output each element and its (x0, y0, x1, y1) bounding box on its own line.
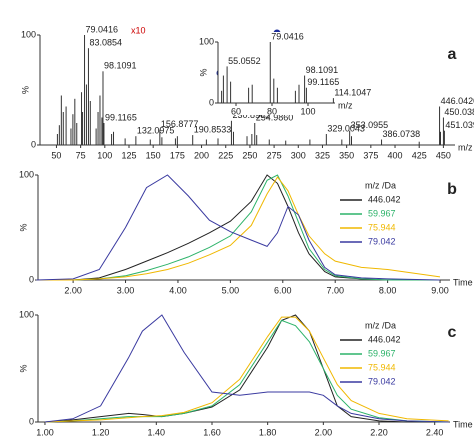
peak-label: 79.0416 (86, 24, 119, 34)
x-tick-label: 8.00 (379, 285, 397, 295)
x-tick-label: 175 (170, 150, 185, 160)
x-axis-label: m/z (458, 142, 473, 152)
series-line (44, 314, 449, 423)
peak-label: 55.0552 (228, 56, 261, 66)
y-tick-label: 100 (199, 36, 214, 46)
peak-label: 386.0738 (383, 129, 421, 139)
y-tick-label: 0 (29, 416, 34, 426)
panel-letter: b (447, 181, 457, 198)
inset-background (218, 32, 347, 115)
x-tick-label: 5.00 (222, 285, 240, 295)
x-tick-label: 3.00 (117, 285, 135, 295)
x-tick-label: 6.00 (274, 285, 292, 295)
x-tick-label: 2.20 (370, 427, 388, 437)
series-line (36, 174, 441, 281)
peak-label: 99.1165 (105, 112, 137, 122)
x-tick-label: 1.60 (203, 427, 221, 437)
x-tick-label: 75 (76, 150, 86, 160)
legend-label: 59.967 (368, 348, 396, 358)
x-tick-label: 1.80 (259, 427, 277, 437)
x-tick-label: 9.00 (431, 285, 449, 295)
series-line (44, 316, 449, 423)
peak-label: 450.0381 (444, 107, 474, 117)
x-tick-label: 60 (231, 106, 241, 116)
x-tick-label: 4.00 (169, 285, 187, 295)
x-axis-label: Time (453, 419, 473, 429)
x-tick-label: 375 (363, 150, 378, 160)
peak-label: 98.1091 (306, 65, 339, 75)
x-tick-label: 7.00 (326, 285, 344, 295)
legend-label: 79.042 (368, 376, 396, 386)
panel-letter: c (448, 324, 457, 341)
peak-label: 99.1165 (307, 77, 339, 87)
y-axis-label: % (198, 68, 208, 76)
series-line (44, 319, 449, 423)
x-tick-label: 1.20 (92, 427, 110, 437)
peak-label: 451.0394 (445, 120, 474, 130)
y-tick-label: 0 (29, 274, 34, 284)
peak-label: 190.8533 (194, 124, 232, 134)
panel-letter: a (448, 46, 457, 63)
x-tick-label: 225 (218, 150, 233, 160)
y-tick-label: 100 (19, 169, 34, 179)
x-tick-label: 1.00 (36, 427, 54, 437)
x-tick-label: 350 (339, 150, 354, 160)
peak-label: 79.0416 (271, 31, 304, 41)
y-tick-label: 100 (21, 29, 36, 39)
y-axis-label: % (20, 86, 30, 94)
legend-title: m/z /Da (365, 320, 396, 330)
x-tick-label: 2.40 (426, 427, 444, 437)
x-tick-label: 275 (267, 150, 282, 160)
x-tick-label: 250 (242, 150, 257, 160)
x-axis-label: Time (453, 277, 473, 287)
x-axis-label: m/z (338, 100, 353, 110)
y-tick-label: 100 (19, 309, 34, 319)
y-tick-label: 0 (31, 139, 36, 149)
peak-label: 254.9860 (256, 112, 294, 122)
series-line (36, 174, 440, 281)
x-tick-label: 425 (412, 150, 427, 160)
peak-label: 98.1091 (104, 61, 137, 71)
peak-label: 83.0854 (89, 38, 122, 48)
x-tick-label: 80 (267, 106, 277, 116)
peak-label: 114.1047 (334, 87, 371, 97)
legend-label: 75.944 (368, 222, 396, 232)
x-tick-label: 125 (121, 150, 136, 160)
x-tick-label: 200 (194, 150, 209, 160)
x-tick-label: 100 (97, 150, 112, 160)
x-tick-label: 1.40 (148, 427, 166, 437)
x-tick-label: 450 (436, 150, 451, 160)
x-tick-label: 325 (315, 150, 330, 160)
y-tick-label: 0 (209, 97, 214, 107)
magnification-label: x10 (131, 25, 146, 35)
legend-title: m/z /Da (365, 180, 396, 190)
x-tick-label: 150 (146, 150, 161, 160)
peak-label: 230.8965 (232, 110, 270, 120)
legend-label: 59.967 (368, 208, 396, 218)
legend-label: 79.042 (368, 236, 396, 246)
x-tick-label: 400 (388, 150, 403, 160)
series-line (36, 174, 440, 281)
peak-label: 353.0955 (351, 120, 389, 130)
peak-label: 446.0420 (441, 96, 474, 106)
x-tick-label: 50 (51, 150, 61, 160)
peak-label: 156.8777 (161, 119, 199, 129)
x-tick-label: 300 (291, 150, 306, 160)
peak-label: 132.0975 (137, 126, 175, 136)
legend-label: 75.944 (368, 362, 396, 372)
legend-label: 446.042 (368, 334, 401, 344)
y-axis-label: % (18, 223, 28, 231)
x-tick-label: 2.00 (64, 285, 82, 295)
series-line (44, 314, 449, 423)
legend-label: 446.042 (368, 194, 401, 204)
peak-label: 329.0043 (327, 123, 365, 133)
x-tick-label: 100 (300, 106, 315, 116)
y-axis-label: % (18, 364, 28, 372)
series-line (36, 176, 441, 281)
x-tick-label: 2.00 (315, 427, 333, 437)
